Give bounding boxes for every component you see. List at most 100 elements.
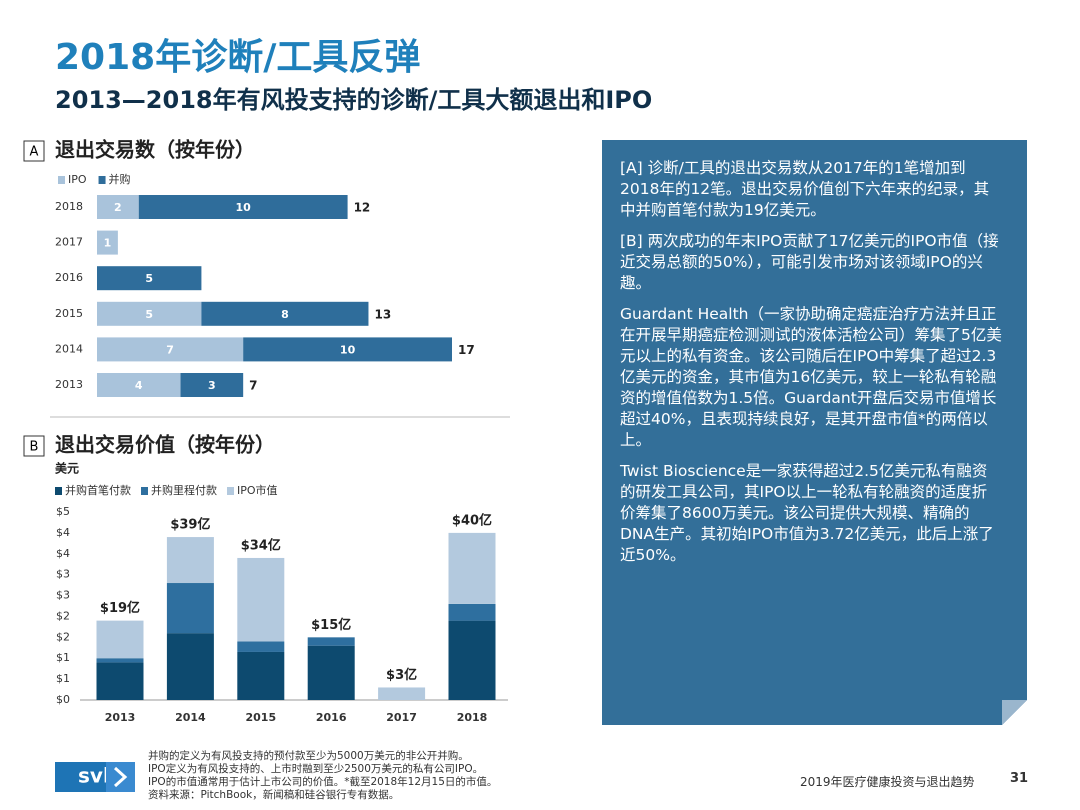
paragraph: [A] 诊断/工具的退出交易数从2017年的1笔增加到2018年的12笔。退出交… [620,159,990,219]
bar-segment [97,301,202,326]
value-label: 10 [340,343,356,356]
bar-segment [448,620,496,700]
y-tick-label: 2018 [55,200,83,213]
y-axis-title: 美元 [55,461,79,476]
total-label: $3亿 [386,667,417,683]
y-tick-label: $4 [56,526,70,539]
sidebar-fold [1002,700,1027,725]
total-label: $40亿 [452,512,492,528]
total-label: 17 [458,343,475,357]
value-label: 8 [281,308,289,321]
footnote: IPO的市值通常用于估计上市公司的价值。*截至2018年12月15日的市值。 [148,776,498,788]
bar-segment [97,373,181,397]
chart-label-box [23,140,45,162]
chart-title: 退出交易数（按年份） [55,138,255,162]
page-number: 31 [1010,771,1029,786]
chart-title: 退出交易价值（按年份） [55,433,275,457]
bar-segment [96,658,144,663]
bar-segment [237,641,285,652]
legend-swatch [58,176,65,184]
logo-chevron [113,766,128,788]
value-label: 10 [236,201,252,214]
y-tick-label: $1 [56,651,70,664]
y-tick-label: 2015 [55,307,83,320]
chart-label: A [30,145,39,160]
bar-segment [97,337,244,362]
total-label: $15亿 [311,617,351,633]
value-label: 5 [145,272,153,285]
total-label: 7 [249,379,257,393]
bar-segment [138,195,348,219]
sidebar-bg [602,140,1027,725]
paragraph: [B] 两次成功的年末IPO贡献了17亿美元的IPO市值（接近交易总额的50%）… [620,232,999,292]
value-label: 7 [166,343,174,356]
y-tick-label: 2017 [55,236,83,249]
y-tick-label: $5 [56,505,70,518]
y-tick-label: $3 [56,568,70,581]
y-tick-label: 2013 [55,378,83,391]
footnote: IPO定义为有风投支持的、上市时融到至少2500万美元的私有公司IPO。 [148,763,484,775]
bar-segment [96,662,144,700]
paragraph: Twist Bioscience是一家获得超过2.5亿美元私有融资的研发工具公司… [620,462,994,564]
value-label: 5 [145,308,153,321]
y-tick-label: $2 [56,630,70,643]
y-tick-label: 2014 [55,342,83,355]
chart-label-box [23,435,45,457]
subtitle: 2013—2018年有风投支持的诊断/工具大额退出和IPO [55,86,653,114]
title: 2018年诊断/工具反弹 [55,37,421,78]
sidebar: [A] 诊断/工具的退出交易数从2017年的1笔增加到2018年的12笔。退出交… [620,158,1002,576]
total-label: $39亿 [170,517,210,533]
legend-swatch [141,487,148,495]
report-name: 2019年医疗健康投资与退出趋势 [800,775,975,789]
footnotes: 并购的定义为有风投支持的预付款至少为5000万美元的非公开并购。 IPO定义为有风… [148,750,497,802]
logo-chevron-box [106,762,135,792]
bar-segment [97,230,118,255]
total-label: 12 [354,201,371,215]
x-tick-label: 2013 [105,711,136,724]
bar-segment [243,337,452,362]
value-label: 4 [135,379,143,392]
legend-label: 并购里程付款 [151,483,217,497]
legend-swatch [55,487,62,495]
x-tick-label: 2014 [175,711,206,724]
bar-segment [201,301,369,326]
y-tick-label: $2 [56,609,70,622]
legend-label: IPO市值 [237,483,278,497]
footnote: 资料来源：PitchBook，新闻稿和硅谷银行专有数据。 [148,789,400,801]
bar-segment [448,532,496,604]
bar-segment [96,620,144,659]
bar-segment [97,195,139,219]
bar-segment [166,633,214,700]
value-label: 2 [114,201,122,214]
bar-segment [180,373,244,397]
total-label: 13 [374,307,391,321]
legend-label: 并购 [109,172,131,186]
x-tick-label: 2015 [245,711,276,724]
bar-segment [378,687,426,700]
chart-label: B [30,440,39,455]
total-label: $34亿 [241,537,281,553]
y-tick-label: $0 [56,693,70,706]
y-tick-label: $3 [56,589,70,602]
bar-segment [237,651,285,700]
legend-swatch [98,176,106,184]
bar-segment [307,637,355,646]
legend-label: 并购首笔付款 [65,483,131,497]
bar-segment [448,603,496,621]
y-tick-label: $4 [56,547,70,560]
paragraph: Guardant Health（一家协助确定癌症治疗方法并且正在开展早期癌症检测… [620,305,1002,449]
y-tick-label: $1 [56,672,70,685]
y-tick-label: 2016 [55,271,83,284]
footnote: 并购的定义为有风投支持的预付款至少为5000万美元的非公开并购。 [148,750,469,762]
legend-swatch [227,487,234,495]
value-label: 1 [104,237,112,250]
bar-segment [307,645,355,700]
total-label: $19亿 [100,600,140,616]
bar-segment [97,266,202,291]
bar-segment [237,557,285,642]
x-tick-label: 2016 [316,711,347,724]
bar-segment [166,583,214,634]
legend-label: IPO [68,173,87,186]
